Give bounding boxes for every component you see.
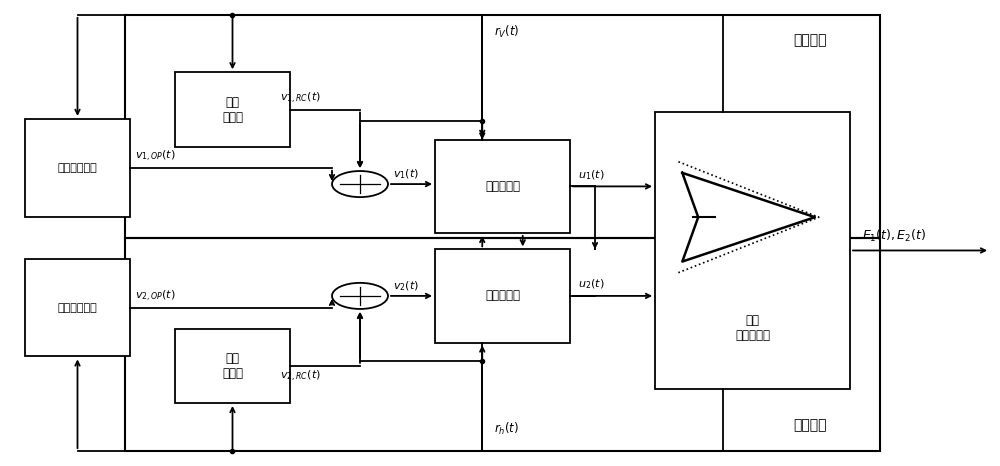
Text: $E_1(t),E_2(t)$: $E_1(t),E_2(t)$ xyxy=(862,228,926,244)
Circle shape xyxy=(332,171,388,197)
Text: 线性二次调节: 线性二次调节 xyxy=(58,302,97,313)
Text: $u_2(t)$: $u_2(t)$ xyxy=(578,278,604,291)
Text: $v_{2,OP}(t)$: $v_{2,OP}(t)$ xyxy=(135,289,176,304)
Bar xyxy=(175,72,290,147)
Bar xyxy=(175,329,290,403)
Circle shape xyxy=(332,283,388,309)
Text: 鲁棒
补偿器: 鲁棒 补偿器 xyxy=(222,352,243,380)
Bar xyxy=(125,238,880,451)
Text: $v_{2,RC}(t)$: $v_{2,RC}(t)$ xyxy=(280,369,321,384)
Bar xyxy=(125,15,880,238)
Text: $v_{1,RC}(t)$: $v_{1,RC}(t)$ xyxy=(280,91,321,106)
Text: $r_h(t)$: $r_h(t)$ xyxy=(494,420,519,437)
Text: 线性二次调节: 线性二次调节 xyxy=(58,163,97,173)
Text: 反馈线性化: 反馈线性化 xyxy=(485,289,520,302)
Text: $v_2(t)$: $v_2(t)$ xyxy=(393,279,419,293)
Text: 鲁棒
补偿器: 鲁棒 补偿器 xyxy=(222,96,243,123)
Text: 反馈线性化: 反馈线性化 xyxy=(485,180,520,193)
Bar xyxy=(655,112,850,389)
Bar xyxy=(435,249,570,343)
Bar xyxy=(25,119,130,217)
Text: $v_{1,OP}(t)$: $v_{1,OP}(t)$ xyxy=(135,149,176,164)
Text: 高度通道: 高度通道 xyxy=(793,418,827,432)
Text: 速度通道: 速度通道 xyxy=(793,34,827,48)
Bar xyxy=(25,259,130,356)
Text: $r_V(t)$: $r_V(t)$ xyxy=(494,24,520,40)
Text: 高速
无人飞行器: 高速 无人飞行器 xyxy=(735,314,770,342)
Text: $u_1(t)$: $u_1(t)$ xyxy=(578,168,604,182)
Bar xyxy=(435,140,570,233)
Text: $v_1(t)$: $v_1(t)$ xyxy=(393,167,419,181)
